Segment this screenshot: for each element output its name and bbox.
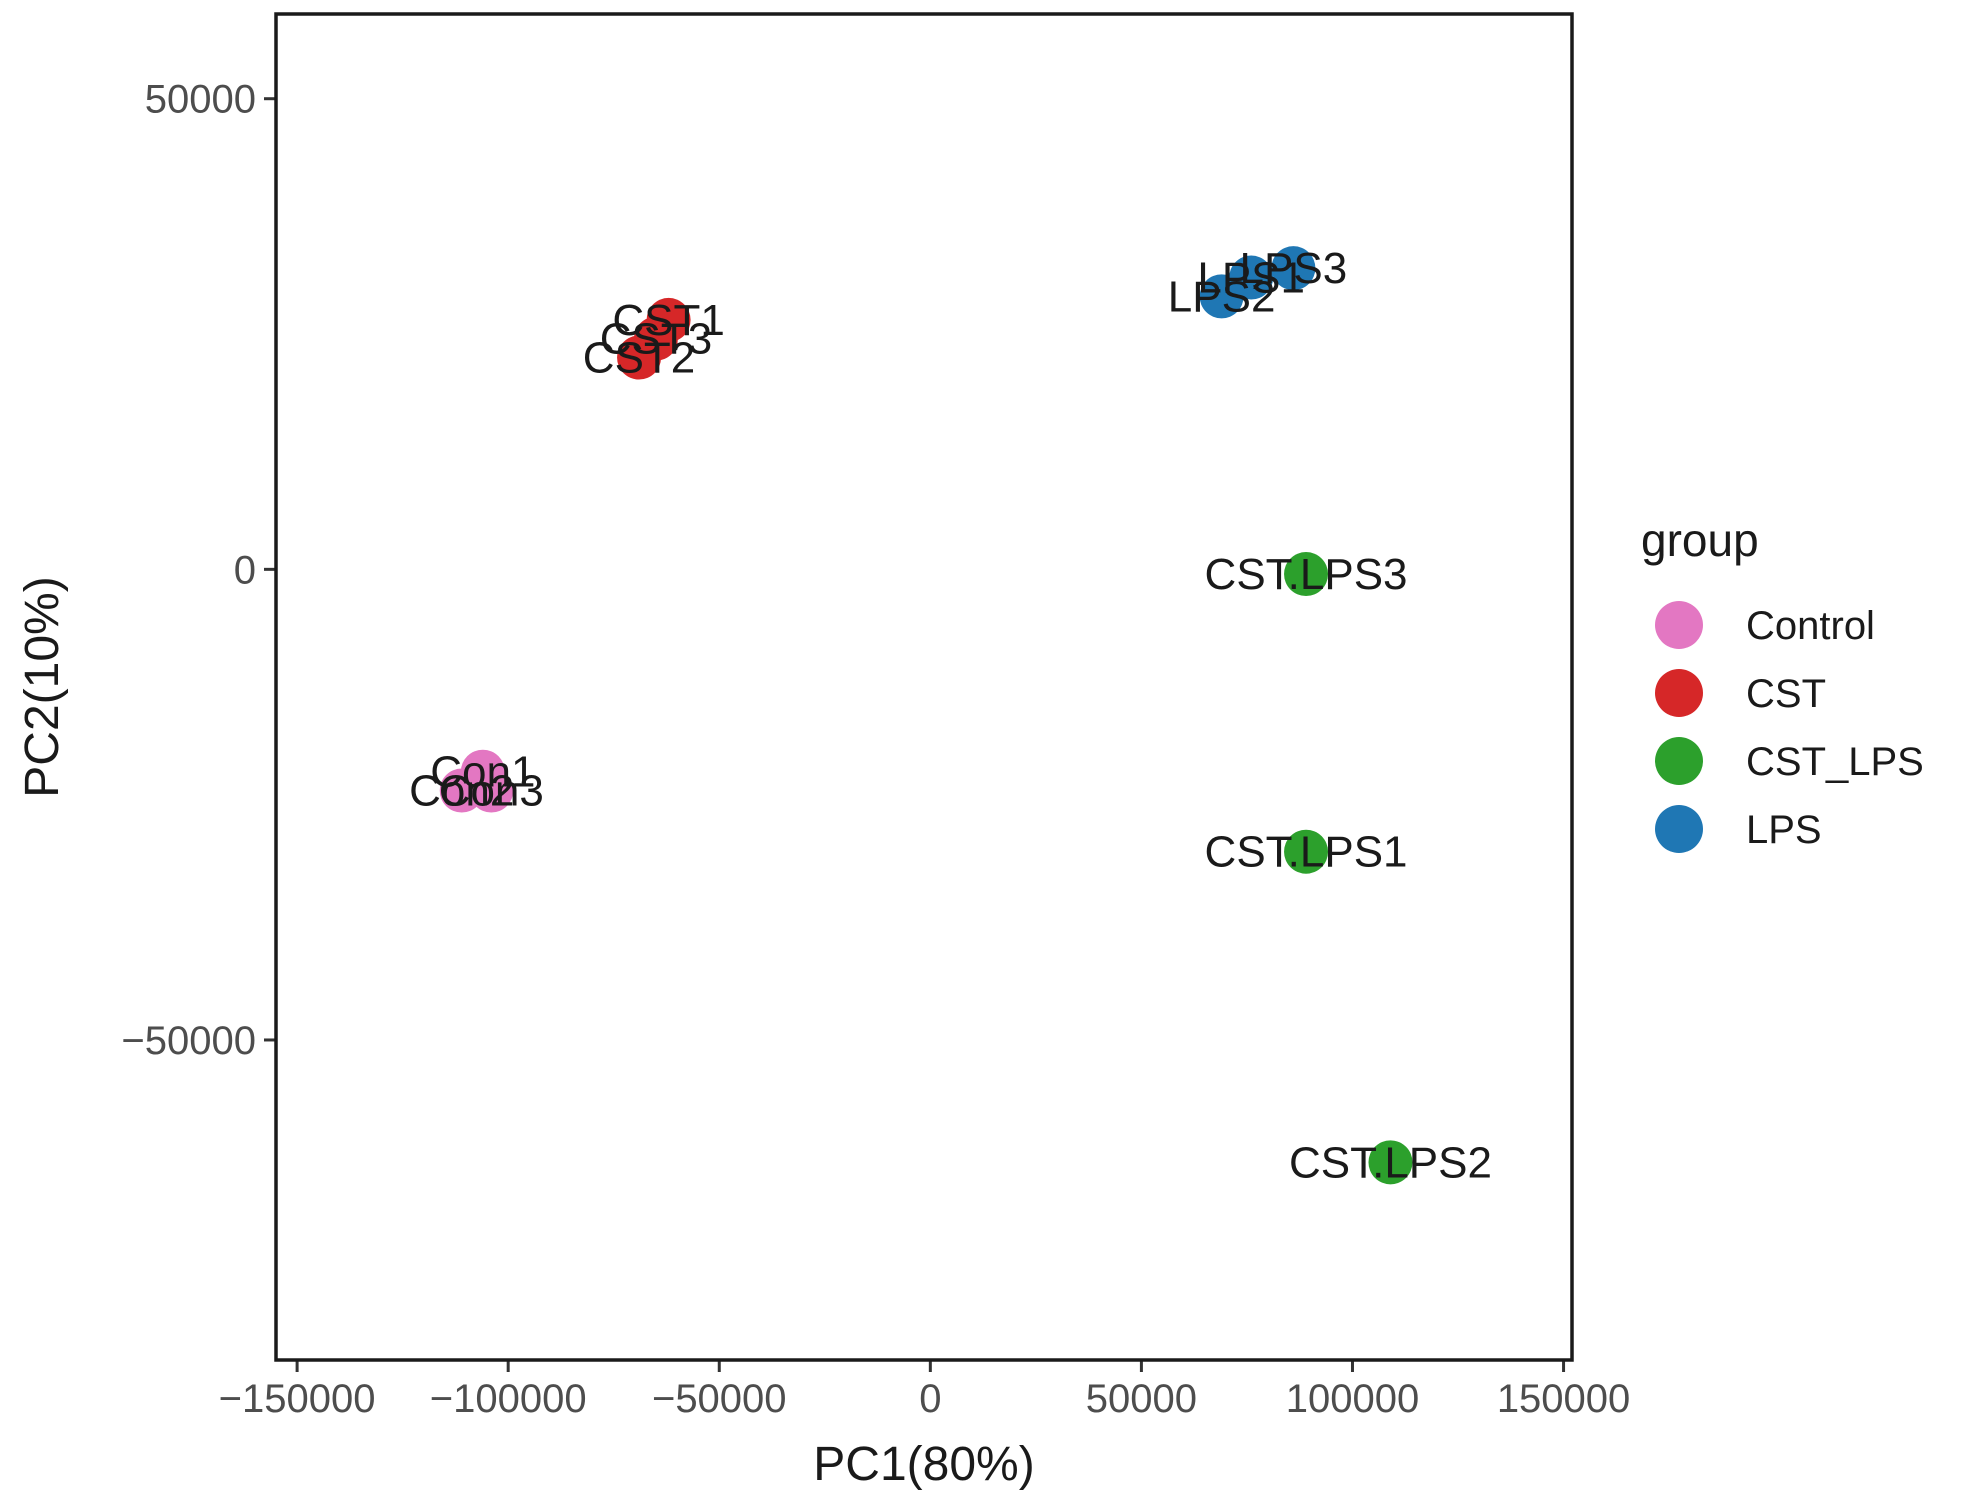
legend-label: CST bbox=[1746, 672, 1826, 716]
point-label: CST.LPS3 bbox=[1205, 550, 1408, 599]
data-point bbox=[617, 335, 662, 380]
legend-key bbox=[1655, 601, 1703, 649]
point-label: LPS2 bbox=[1168, 272, 1276, 321]
point-label: CST.LPS2 bbox=[1289, 1138, 1492, 1187]
data-point bbox=[1271, 246, 1316, 291]
point-label: CST3 bbox=[600, 315, 712, 364]
y-tick-label: −50000 bbox=[121, 1019, 256, 1063]
x-tick-label: −50000 bbox=[652, 1377, 787, 1421]
data-point bbox=[1284, 829, 1329, 874]
y-axis-title: PC2(10%) bbox=[16, 576, 69, 797]
point-label: LPS1 bbox=[1197, 254, 1305, 303]
x-tick-label: 0 bbox=[919, 1377, 941, 1421]
x-tick-label: 150000 bbox=[1497, 1377, 1630, 1421]
legend-label: Control bbox=[1746, 604, 1875, 648]
legend-title: group bbox=[1641, 514, 1759, 566]
data-points bbox=[439, 246, 1413, 1185]
point-label: CST2 bbox=[583, 334, 695, 383]
point-label: Con1 bbox=[430, 748, 535, 797]
legend-key bbox=[1655, 669, 1703, 717]
x-tick-label: 50000 bbox=[1086, 1377, 1197, 1421]
legend: group Control CST CST_LPS LPS bbox=[1641, 514, 1924, 853]
point-label: Con3 bbox=[439, 767, 544, 816]
y-tick-label: 0 bbox=[234, 548, 256, 592]
x-axis-title: PC1(80%) bbox=[813, 1438, 1034, 1491]
x-tick-label: 100000 bbox=[1286, 1377, 1419, 1421]
axis-ticks: −150000 −100000 −50000 0 50000 100000 150000 50… bbox=[121, 78, 1630, 1421]
legend-key bbox=[1655, 805, 1703, 853]
legend-key bbox=[1655, 737, 1703, 785]
plot-panel-border bbox=[274, 12, 1574, 1362]
legend-label: LPS bbox=[1746, 808, 1822, 852]
data-point bbox=[1368, 1140, 1413, 1185]
y-tick-label: 50000 bbox=[145, 78, 256, 122]
data-point bbox=[469, 768, 514, 813]
data-point bbox=[1284, 552, 1329, 597]
data-point bbox=[1199, 274, 1244, 319]
point-label: CST1 bbox=[612, 296, 724, 345]
point-label: LPS3 bbox=[1240, 244, 1348, 293]
point-label: CST.LPS1 bbox=[1205, 828, 1408, 877]
x-tick-label: −150000 bbox=[219, 1377, 376, 1421]
legend-label: CST_LPS bbox=[1746, 740, 1924, 784]
point-label: Con2 bbox=[409, 767, 514, 816]
x-tick-label: −100000 bbox=[430, 1377, 587, 1421]
